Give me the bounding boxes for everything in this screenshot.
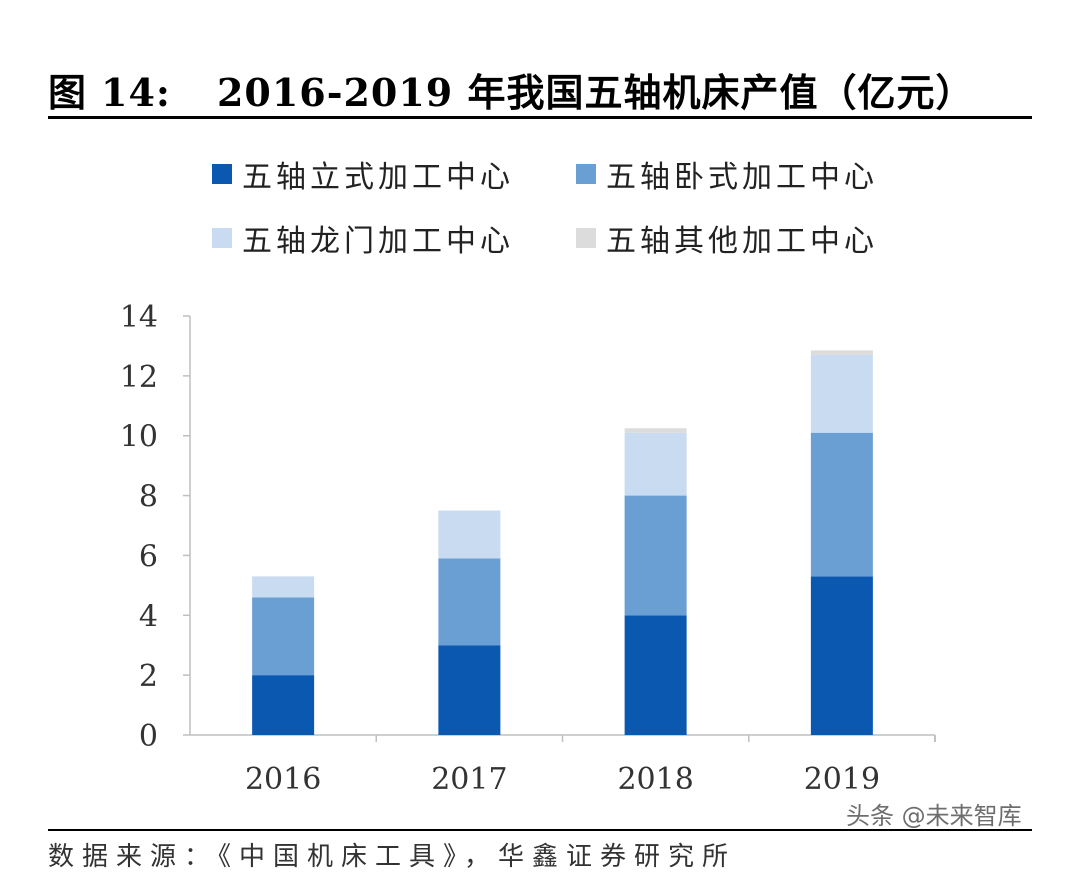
legend-label: 五轴卧式加工中心 (606, 160, 878, 195)
bar-segment (810, 350, 873, 355)
source-rule (48, 829, 1032, 831)
y-tick-label: 14 (120, 300, 158, 335)
bar-segment (810, 432, 873, 577)
bar-segment (252, 675, 315, 735)
bar-segment (624, 495, 687, 616)
y-tick-label: 4 (139, 599, 158, 634)
bar-segment (810, 576, 873, 735)
bar-segment (624, 432, 687, 496)
bar-segment (438, 558, 501, 646)
bar-segment (438, 510, 501, 559)
stacked-bar-chart: 0 2 4 6 8 10 12 14 2016 2017 2018 2019 (120, 300, 936, 797)
legend-label: 五轴龙门加工中心 (242, 224, 514, 259)
legend-item: 五轴立式加工中心 (212, 152, 514, 196)
chart-title: 2016-2019 年我国五轴机床产值（亿元） (216, 70, 975, 115)
figure-header: 图 14: 2016-2019 年我国五轴机床产值（亿元） (48, 56, 1032, 120)
title-rule (48, 116, 1032, 119)
watermark: 头条 @未来智库 (846, 802, 1022, 830)
bar-segment (252, 597, 315, 676)
bar-segment (810, 354, 873, 433)
bar-segment (624, 428, 687, 433)
y-tick-label: 6 (139, 539, 158, 574)
y-tick-label: 0 (139, 719, 158, 754)
figure-title: 图 14: 2016-2019 年我国五轴机床产值（亿元） (48, 62, 974, 117)
source-note: 数据来源：《中国机床工具》，华鑫证券研究所 (48, 842, 737, 872)
legend-swatch (576, 228, 596, 248)
legend-item: 五轴卧式加工中心 (576, 152, 878, 196)
legend-swatch (212, 164, 232, 184)
y-tick-label: 10 (120, 420, 158, 455)
figure-label: 图 (48, 70, 88, 115)
y-tick-label: 12 (120, 360, 158, 395)
x-tick-label: 2017 (431, 762, 507, 797)
x-tick-label: 2016 (245, 762, 321, 797)
x-tick-label: 2018 (617, 762, 693, 797)
bar-segment (624, 615, 687, 735)
bar-segment (252, 576, 315, 598)
legend-label: 五轴立式加工中心 (242, 160, 514, 195)
legend-swatch (212, 228, 232, 248)
legend-swatch (576, 164, 596, 184)
figure-number: 14: (101, 70, 171, 115)
y-tick-label: 8 (139, 480, 158, 515)
legend-item: 五轴龙门加工中心 (212, 216, 514, 260)
bar-segment (438, 645, 501, 735)
legend-label: 五轴其他加工中心 (606, 224, 878, 259)
legend-item: 五轴其他加工中心 (576, 216, 878, 260)
y-tick-label: 2 (139, 659, 158, 694)
x-tick-label: 2019 (804, 762, 880, 797)
